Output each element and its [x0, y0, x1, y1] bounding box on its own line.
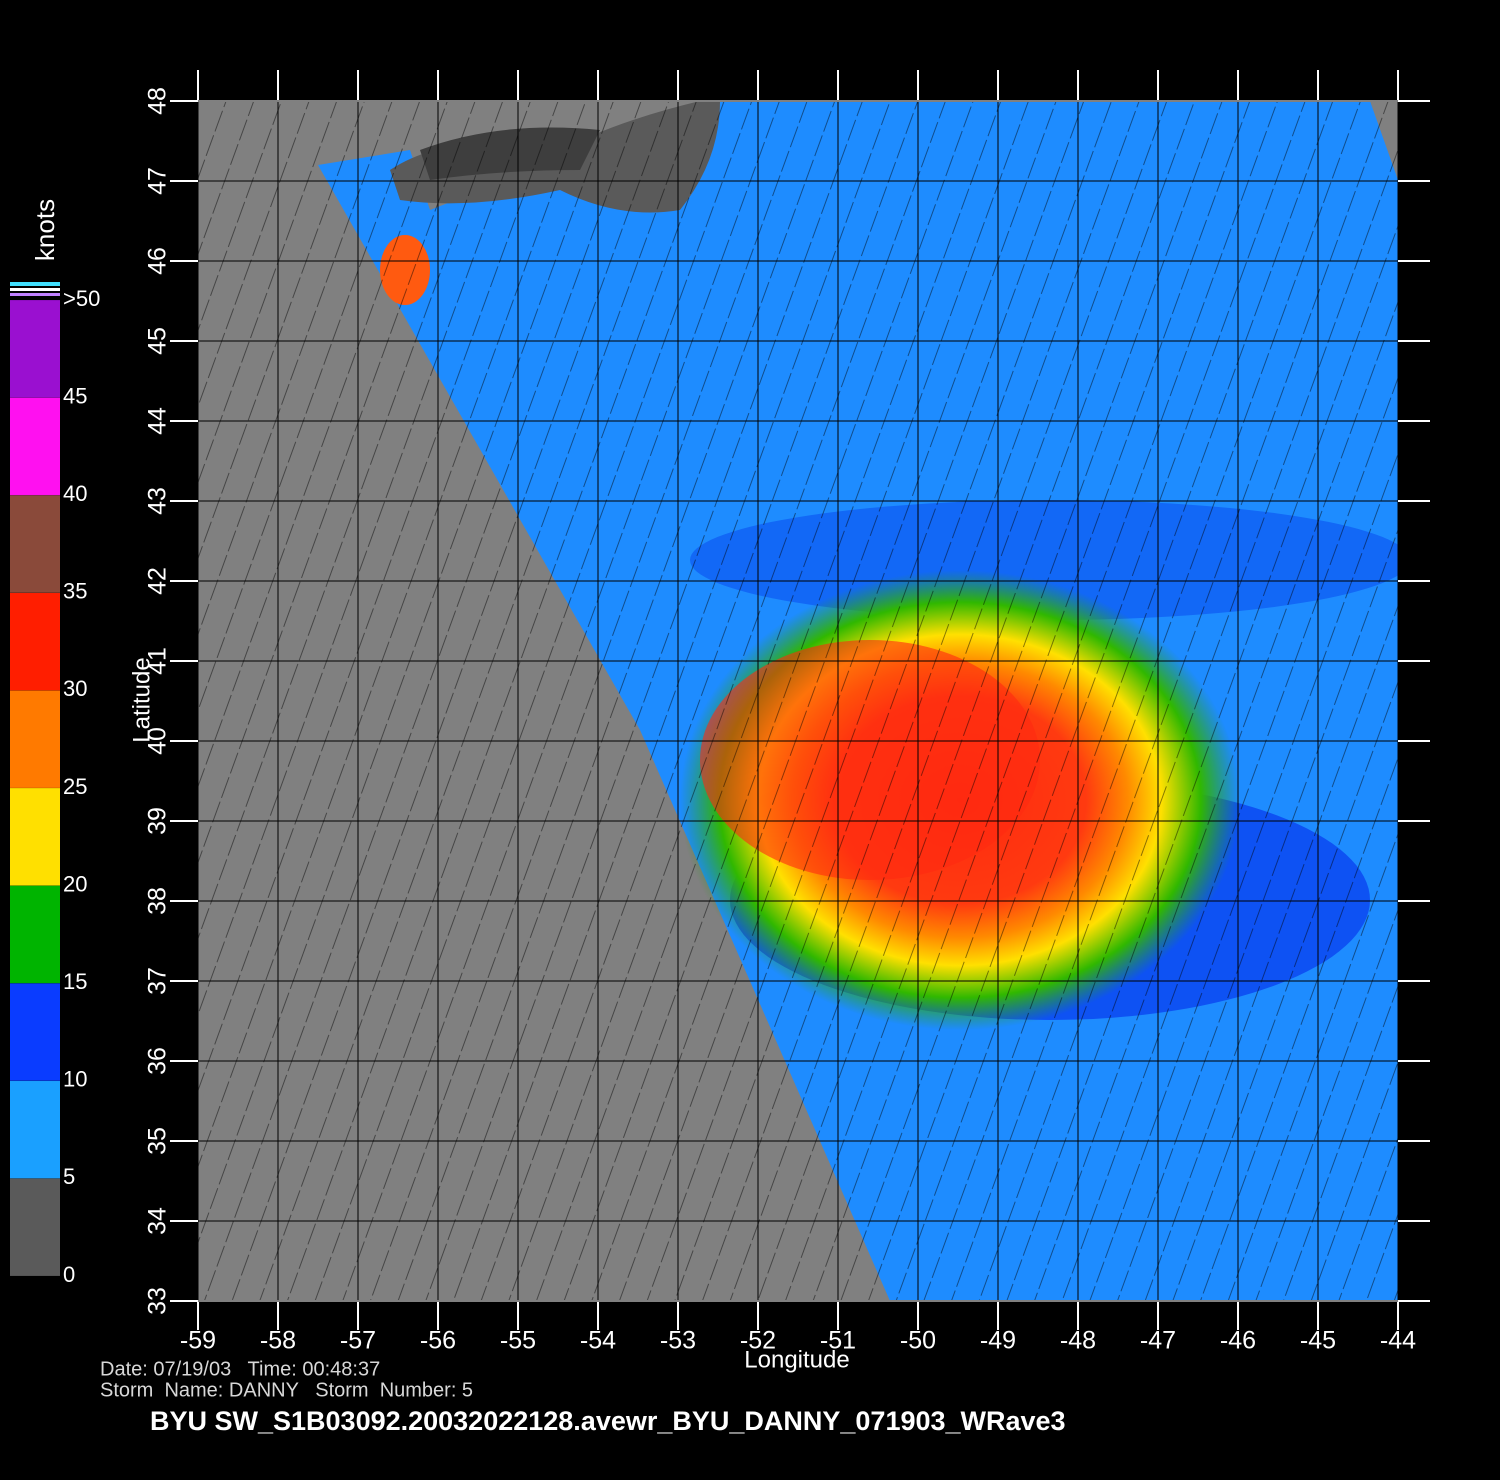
colorbar-band [10, 300, 60, 398]
y-tick-label: 41 [144, 647, 172, 675]
y-tick-label: 40 [144, 727, 172, 755]
colorbar-cap [10, 282, 60, 286]
x-tick-label: -59 [180, 1327, 216, 1355]
x-tick-label: -53 [660, 1327, 696, 1355]
x-tick-label: -56 [420, 1327, 456, 1355]
y-tick-label: 43 [144, 487, 172, 515]
y-tick-label: 35 [144, 1127, 172, 1155]
x-axis-label: Longitude [744, 1346, 849, 1373]
colorbar-label: >50 [63, 286, 100, 311]
y-axis-label: Latitude [128, 657, 155, 742]
y-tick-label: 44 [144, 407, 172, 435]
x-tick-label: -55 [500, 1327, 536, 1355]
x-tick-label: -45 [1300, 1327, 1336, 1355]
y-tick-label: 45 [144, 327, 172, 355]
y-tick-label: 46 [144, 247, 172, 275]
y-tick-label: 42 [144, 567, 172, 595]
info-line: Date: 07/19/03 Time: 00:48:37 [100, 1358, 380, 1380]
colorbar-band [10, 495, 60, 593]
y-tick-label: 38 [144, 887, 172, 915]
x-tick-label: -48 [1060, 1327, 1096, 1355]
colorbar-label: 25 [63, 774, 87, 799]
y-tick-label: 37 [144, 967, 172, 995]
x-tick-label: -47 [1140, 1327, 1176, 1355]
map-title: BYU SW_S1B03092.20032022128.avewr_BYU_DA… [150, 1406, 1066, 1436]
colorbar-band [10, 983, 60, 1081]
info-line: Storm Name: DANNY Storm Number: 5 [100, 1379, 473, 1401]
x-tick-label: -46 [1220, 1327, 1256, 1355]
colorbar-label: 20 [63, 871, 87, 896]
x-tick-label: -54 [580, 1327, 616, 1355]
colorbar-band [10, 885, 60, 984]
colorbar-band [10, 397, 60, 496]
map-area [198, 101, 1398, 1301]
y-tick-label: 36 [144, 1047, 172, 1075]
colorbar-band [10, 592, 60, 691]
wind-barbs [198, 101, 1398, 1301]
colorbar-label: 45 [63, 383, 87, 408]
axes: -59 -58 -57 -56 -55 -54 -53 -52 -51 -50 -49 -48 -47 -… [144, 70, 1430, 1355]
x-tick-label: -50 [900, 1327, 936, 1355]
x-tick-label: -44 [1380, 1327, 1416, 1355]
colorbar-label: 0 [63, 1262, 75, 1287]
colorbar-cap [10, 288, 60, 291]
y-tick-label: 47 [144, 167, 172, 195]
x-tick-label: -57 [340, 1327, 376, 1355]
y-tick-label: 39 [144, 807, 172, 835]
colorbar-label: 10 [63, 1067, 87, 1092]
y-tick-label: 48 [144, 87, 172, 115]
colorbar-band [10, 1178, 60, 1276]
colorbar-label: 5 [63, 1164, 75, 1189]
colorbar-cap [10, 293, 60, 296]
y-tick-label: 33 [144, 1287, 172, 1315]
y-tick-label: 34 [144, 1207, 172, 1235]
colorbar-band [10, 788, 60, 886]
colorbar-band [10, 1080, 60, 1179]
x-tick-label: -49 [980, 1327, 1016, 1355]
colorbar-label: 15 [63, 969, 87, 994]
colorbar-label: 40 [63, 481, 87, 506]
x-tick-label: -51 [820, 1327, 856, 1355]
colorbar-band [10, 690, 60, 788]
x-tick-label: -58 [260, 1327, 296, 1355]
colorbar-label: 30 [63, 676, 87, 701]
colorbar-label: 35 [63, 579, 87, 604]
x-tick-label: -52 [740, 1327, 776, 1355]
colorbar-title: knots [30, 199, 60, 261]
